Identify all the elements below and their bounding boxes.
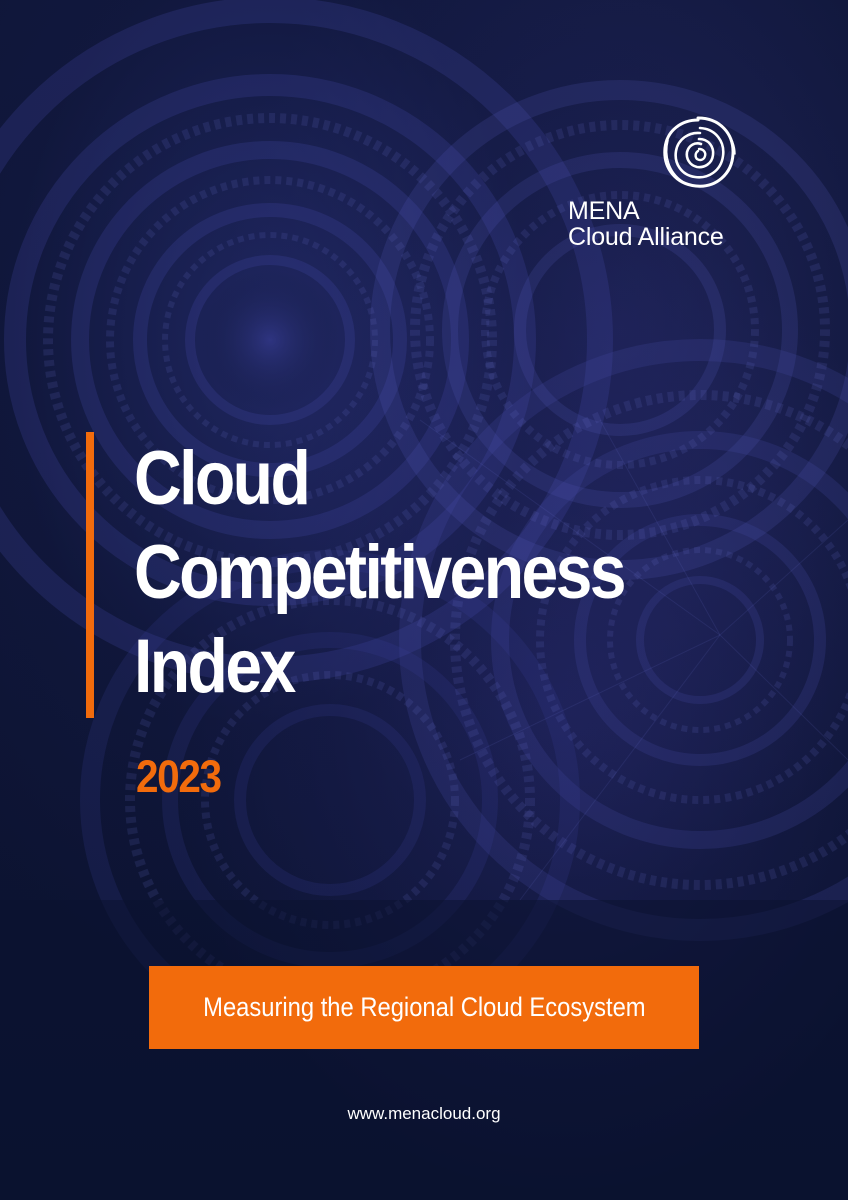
mena-cloud-alliance-logo: MENA Cloud Alliance	[568, 110, 748, 250]
website-url[interactable]: www.menacloud.org	[347, 1104, 501, 1123]
tagline-text: Measuring the Regional Cloud Ecosystem	[202, 992, 646, 1022]
report-year: 2023	[136, 751, 222, 802]
logo-wordmark: MENA Cloud Alliance	[568, 198, 724, 250]
title-line-competitiveness: Competitiveness	[134, 530, 627, 615]
spiral-swirl-icon	[663, 116, 736, 188]
logo-line-cloud-alliance: Cloud Alliance	[568, 223, 724, 251]
report-title: Cloud Competitiveness Index	[134, 432, 627, 714]
tagline-banner: Measuring the Regional Cloud Ecosystem	[149, 966, 699, 1049]
title-line-index: Index	[134, 624, 296, 709]
logo-line-mena: MENA	[568, 197, 640, 225]
title-line-cloud: Cloud	[134, 436, 311, 521]
title-accent-bar	[86, 432, 94, 718]
